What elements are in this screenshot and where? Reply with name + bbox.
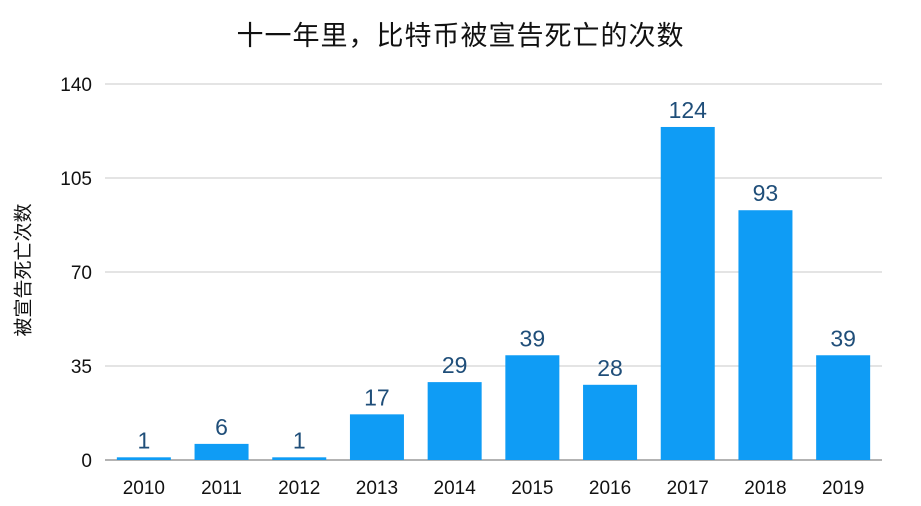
bar-2011 bbox=[194, 443, 249, 460]
data-label-2010: 1 bbox=[137, 427, 150, 453]
data-label-2019: 39 bbox=[830, 325, 856, 351]
y-tick-label: 70 bbox=[71, 263, 92, 284]
x-tick-label-2013: 2013 bbox=[356, 478, 398, 499]
data-label-2018: 93 bbox=[753, 180, 779, 206]
data-label-2014: 29 bbox=[442, 352, 468, 378]
x-tick-label-2017: 2017 bbox=[667, 478, 709, 499]
y-tick-label: 35 bbox=[71, 357, 92, 378]
y-tick-label: 0 bbox=[81, 451, 92, 472]
x-tick-label-2016: 2016 bbox=[589, 478, 631, 499]
bar-2016 bbox=[583, 384, 638, 460]
data-label-2015: 39 bbox=[520, 325, 546, 351]
x-tick-label-2015: 2015 bbox=[511, 478, 553, 499]
data-label-2016: 28 bbox=[597, 355, 623, 381]
data-label-2011: 6 bbox=[215, 414, 228, 440]
bar-2014 bbox=[427, 382, 482, 460]
x-tick-label-2018: 2018 bbox=[744, 478, 786, 499]
data-label-2017: 124 bbox=[669, 97, 708, 123]
x-tick-labels: 2010 2011 2012 2013 2014 2015 2016 2017 2018 2019 bbox=[123, 478, 865, 499]
x-tick-label-2012: 2012 bbox=[278, 478, 320, 499]
x-tick-label-2014: 2014 bbox=[434, 478, 477, 499]
y-tick-label: 105 bbox=[60, 169, 92, 190]
y-tick-labels: 0 35 70 105 140 bbox=[60, 75, 92, 472]
x-tick-label-2019: 2019 bbox=[822, 478, 864, 499]
data-labels: 1 6 1 17 29 39 28 124 93 39 bbox=[137, 97, 855, 453]
bar-2013 bbox=[349, 414, 404, 460]
bar-2015 bbox=[505, 355, 560, 460]
data-label-2013: 17 bbox=[364, 384, 390, 410]
bar-2010 bbox=[116, 457, 171, 460]
bars bbox=[116, 126, 871, 460]
bar-2012 bbox=[272, 457, 327, 460]
data-label-2012: 1 bbox=[293, 427, 306, 453]
y-tick-label: 140 bbox=[60, 75, 92, 96]
chart-title: 十一年里，比特币被宣告死亡的次数 bbox=[236, 21, 685, 52]
bar-2017 bbox=[660, 126, 715, 460]
bar-2019 bbox=[816, 355, 871, 460]
bar-2018 bbox=[738, 210, 793, 460]
x-tick-label-2010: 2010 bbox=[123, 478, 165, 499]
x-tick-label-2011: 2011 bbox=[201, 478, 242, 499]
